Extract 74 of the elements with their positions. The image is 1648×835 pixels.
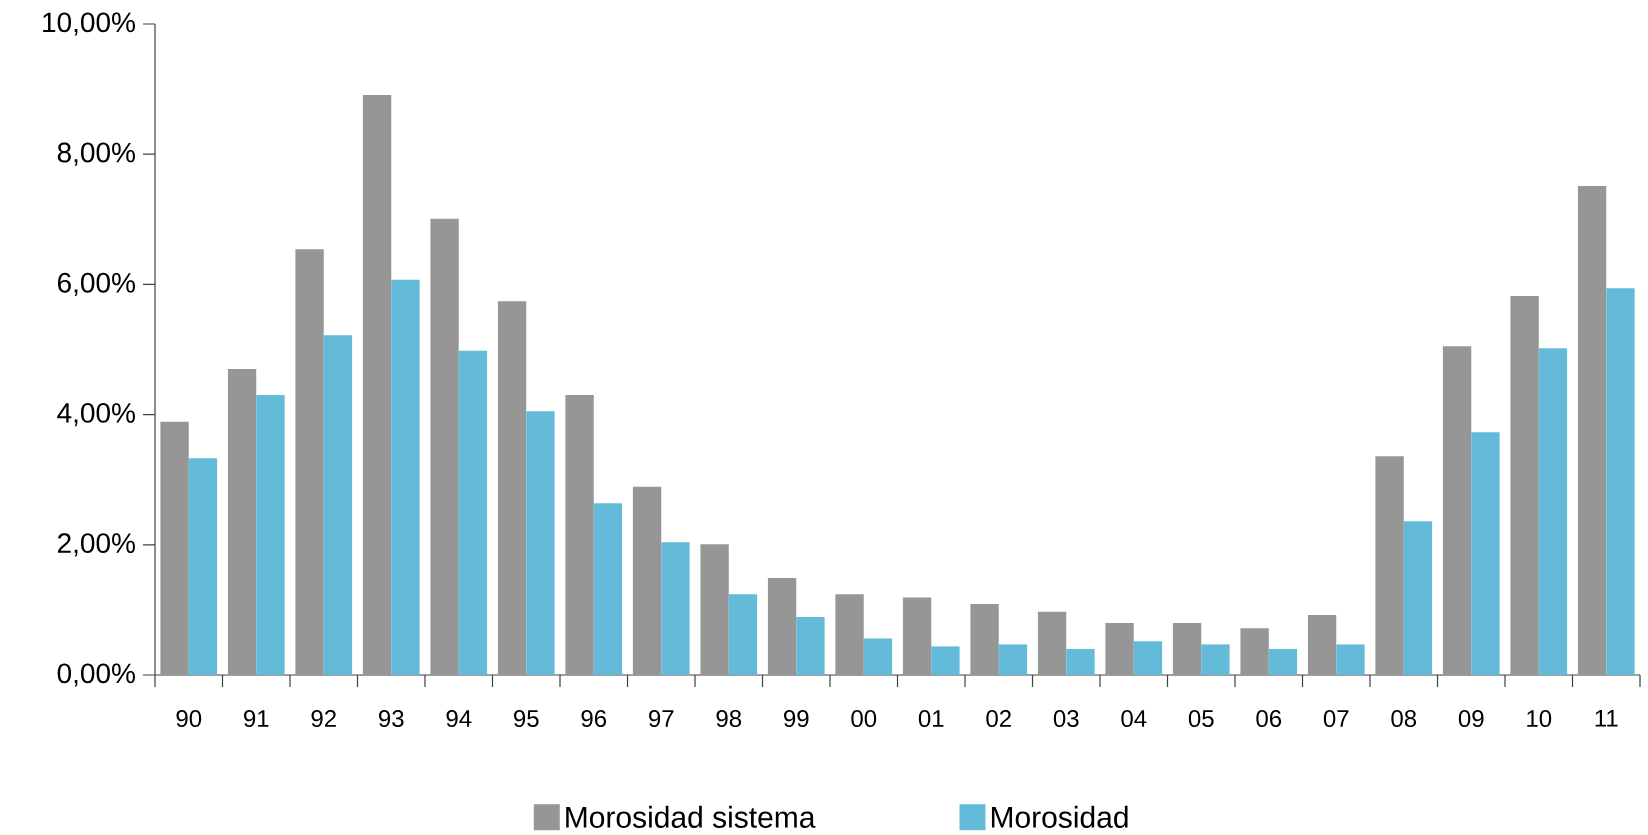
- x-tick-label: 01: [918, 710, 944, 728]
- x-tick-label: 98: [716, 710, 742, 728]
- bar: [188, 458, 218, 675]
- bar: [700, 544, 729, 675]
- x-tick-label: 10: [1527, 710, 1552, 728]
- bar: [1403, 521, 1433, 675]
- bar: [998, 644, 1028, 675]
- x-tick-label: 02: [986, 710, 1011, 728]
- x-tick-label: 06: [1256, 710, 1282, 728]
- x-tick-label: 91: [244, 710, 269, 728]
- bar: [661, 542, 690, 675]
- x-tick-label: 97: [649, 710, 674, 728]
- bar: [1538, 348, 1568, 675]
- x-tick-label: 08: [1391, 710, 1417, 728]
- x-tick-label: 07: [1323, 710, 1349, 728]
- bar: [391, 279, 420, 675]
- bar: [1105, 622, 1134, 675]
- bar: [1606, 288, 1635, 675]
- bar: [1471, 432, 1500, 675]
- legend-label: Morosidad: [991, 805, 1128, 828]
- x-tick-label: 03: [1053, 710, 1079, 728]
- bar: [1133, 641, 1163, 675]
- bar: [835, 594, 864, 675]
- y-tick-label: 4,00%: [57, 403, 135, 427]
- bar: [458, 350, 488, 675]
- bar: [728, 594, 758, 675]
- bar: [1442, 346, 1472, 675]
- bar: [767, 578, 797, 675]
- y-tick-label: 10,00%: [43, 12, 135, 36]
- bar: [430, 218, 459, 675]
- bar: [1510, 296, 1539, 675]
- x-tick-label: 92: [311, 710, 336, 728]
- bar: [931, 646, 960, 675]
- bar: [160, 421, 189, 675]
- bar: [593, 503, 623, 675]
- bar: [565, 395, 594, 675]
- bar: [902, 597, 932, 675]
- x-tick-label: 09: [1458, 710, 1484, 728]
- bar: [1172, 622, 1202, 675]
- bar: [497, 301, 527, 675]
- bar: [1375, 456, 1404, 675]
- bar: [1066, 648, 1095, 675]
- bar: [295, 249, 324, 675]
- x-tick-label: 90: [176, 710, 202, 728]
- bar: [1336, 644, 1365, 675]
- bar: [970, 604, 999, 675]
- legend-label: Morosidad sistema: [566, 805, 816, 828]
- y-tick-label: 2,00%: [57, 533, 135, 557]
- bar: [256, 395, 285, 675]
- bar: [1240, 628, 1269, 675]
- bar: [362, 94, 392, 675]
- bar: [1268, 648, 1298, 675]
- bar: [526, 411, 555, 675]
- bar: [1037, 611, 1067, 675]
- bar: [1307, 615, 1337, 675]
- x-tick-label: 99: [784, 710, 809, 728]
- x-tick-label: 93: [379, 710, 404, 728]
- y-tick-label: 6,00%: [58, 272, 135, 296]
- bar: [1201, 644, 1230, 675]
- bar: [227, 369, 257, 675]
- y-tick-label: 8,00%: [57, 142, 135, 166]
- bar: [323, 335, 353, 675]
- x-tick-label: 96: [581, 710, 607, 728]
- x-tick-label: 94: [446, 710, 472, 728]
- bar: [863, 638, 893, 675]
- bar: [632, 486, 662, 675]
- x-tick-label: 05: [1188, 710, 1214, 728]
- y-tick-label: 0,00%: [57, 663, 135, 687]
- x-tick-label: 95: [514, 710, 539, 728]
- bar: [1577, 186, 1607, 675]
- x-tick-label: 04: [1121, 710, 1147, 728]
- x-tick-label: 11: [1595, 710, 1618, 727]
- x-tick-label: 00: [851, 710, 877, 728]
- bar: [796, 617, 825, 675]
